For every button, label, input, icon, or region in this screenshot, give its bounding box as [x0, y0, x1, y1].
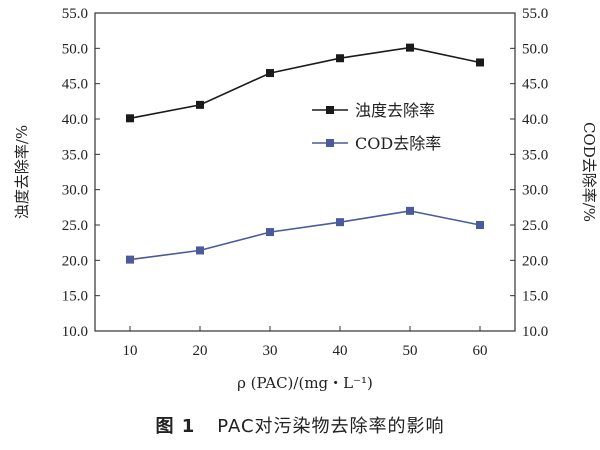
figure-number: 图 1 — [155, 416, 196, 437]
plot-frame — [94, 12, 516, 332]
legend-label-turbidity: 浊度去除率 — [355, 101, 435, 120]
data-point — [336, 54, 344, 63]
y-tick-label-right: 30.0 — [522, 183, 548, 199]
y-tick-label-left: 10.0 — [62, 324, 88, 340]
y-tick-label-left: 20.0 — [62, 253, 88, 269]
x-tick-label: 60 — [473, 343, 488, 359]
y-tick-label-right: 35.0 — [522, 147, 548, 163]
x-tick-label: 40 — [333, 343, 348, 359]
y-tick-label-right: 50.0 — [522, 41, 548, 57]
data-point — [406, 43, 414, 52]
y-tick-label-left: 55.0 — [62, 6, 88, 22]
y-tick-label-right: 40.0 — [522, 112, 548, 128]
series-1 — [126, 206, 484, 264]
y-tick-label-right: 25.0 — [522, 218, 548, 234]
x-axis-title: ρ (PAC)/(mg・L⁻¹) — [237, 374, 373, 392]
data-point — [196, 246, 204, 255]
series-layer — [126, 43, 484, 264]
data-point — [126, 114, 134, 123]
y-tick-label-left: 40.0 — [62, 112, 88, 128]
series-0 — [126, 43, 484, 123]
legend-label-cod: COD去除率 — [355, 134, 441, 153]
legend-item-turbidity: 浊度去除率 — [312, 101, 435, 120]
x-tick-label: 10 — [123, 343, 138, 359]
y-tick-label-left: 15.0 — [62, 289, 88, 305]
data-point — [336, 218, 344, 227]
line-chart: 10.0 10.0 15.0 15.0 20.0 20.0 25.0 25.0 30.0 30.0… — [13, 6, 598, 392]
y-tick-label-right: 55.0 — [522, 6, 548, 22]
data-point — [476, 221, 484, 229]
data-point — [476, 58, 484, 67]
y-tick-label-left: 45.0 — [62, 77, 88, 93]
y-tick-label-right: 10.0 — [522, 324, 548, 340]
data-point — [126, 255, 134, 264]
data-point — [406, 206, 414, 215]
y-tick-label-left: 30.0 — [62, 183, 88, 199]
data-point — [266, 69, 274, 78]
y-tick-label-left: 50.0 — [62, 41, 88, 57]
x-tick-label: 50 — [403, 343, 418, 359]
y-axis-title-right: COD去除率/% — [580, 122, 598, 222]
figure-caption-text: PAC对污染物去除率的影响 — [217, 416, 445, 437]
y-tick-label-right: 20.0 — [522, 253, 548, 269]
y-tick-label-left: 25.0 — [62, 218, 88, 234]
x-tick-label: 30 — [263, 343, 278, 359]
series-line-1 — [129, 210, 481, 261]
y-tick-label-right: 15.0 — [522, 289, 548, 305]
axis-ticks: 10.0 10.0 15.0 15.0 20.0 20.0 25.0 25.0 30.0 30.0… — [62, 6, 549, 359]
legend: 浊度去除率 COD去除率 — [312, 101, 441, 153]
figure-caption: 图 1 PAC对污染物去除率的影响 — [0, 412, 600, 438]
y-axis-title-left: 浊度去除率/% — [13, 125, 31, 219]
x-tick-label: 20 — [193, 343, 208, 359]
data-point — [266, 228, 274, 237]
y-tick-label-right: 45.0 — [522, 77, 548, 93]
y-tick-label-left: 35.0 — [62, 147, 88, 163]
legend-item-cod: COD去除率 — [312, 134, 441, 153]
data-point — [196, 100, 204, 109]
series-line-0 — [129, 46, 481, 120]
